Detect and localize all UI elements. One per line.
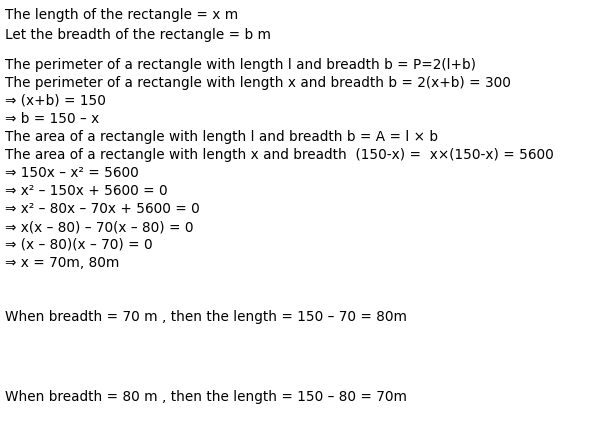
Text: Let the breadth of the rectangle = b m: Let the breadth of the rectangle = b m [5,28,271,42]
Text: The length of the rectangle = x m: The length of the rectangle = x m [5,8,238,22]
Text: ⇒ x(x – 80) – 70(x – 80) = 0: ⇒ x(x – 80) – 70(x – 80) = 0 [5,220,194,234]
Text: The perimeter of a rectangle with length x and breadth b = 2(x+b) = 300: The perimeter of a rectangle with length… [5,76,511,90]
Text: When breadth = 80 m , then the length = 150 – 80 = 70m: When breadth = 80 m , then the length = … [5,390,407,404]
Text: The perimeter of a rectangle with length l and breadth b = P=2(l+b): The perimeter of a rectangle with length… [5,58,476,72]
Text: ⇒ 150x – x² = 5600: ⇒ 150x – x² = 5600 [5,166,139,180]
Text: ⇒ (x – 80)(x – 70) = 0: ⇒ (x – 80)(x – 70) = 0 [5,238,153,252]
Text: The area of a rectangle with length x and breadth  (150-x) =  x×(150-x) = 5600: The area of a rectangle with length x an… [5,148,554,162]
Text: When breadth = 70 m , then the length = 150 – 70 = 80m: When breadth = 70 m , then the length = … [5,310,407,324]
Text: The area of a rectangle with length l and breadth b = A = l × b: The area of a rectangle with length l an… [5,130,438,144]
Text: ⇒ x² – 80x – 70x + 5600 = 0: ⇒ x² – 80x – 70x + 5600 = 0 [5,202,200,216]
Text: ⇒ x² – 150x + 5600 = 0: ⇒ x² – 150x + 5600 = 0 [5,184,167,198]
Text: ⇒ (x+b) = 150: ⇒ (x+b) = 150 [5,94,106,108]
Text: ⇒ b = 150 – x: ⇒ b = 150 – x [5,112,100,126]
Text: ⇒ x = 70m, 80m: ⇒ x = 70m, 80m [5,256,119,270]
